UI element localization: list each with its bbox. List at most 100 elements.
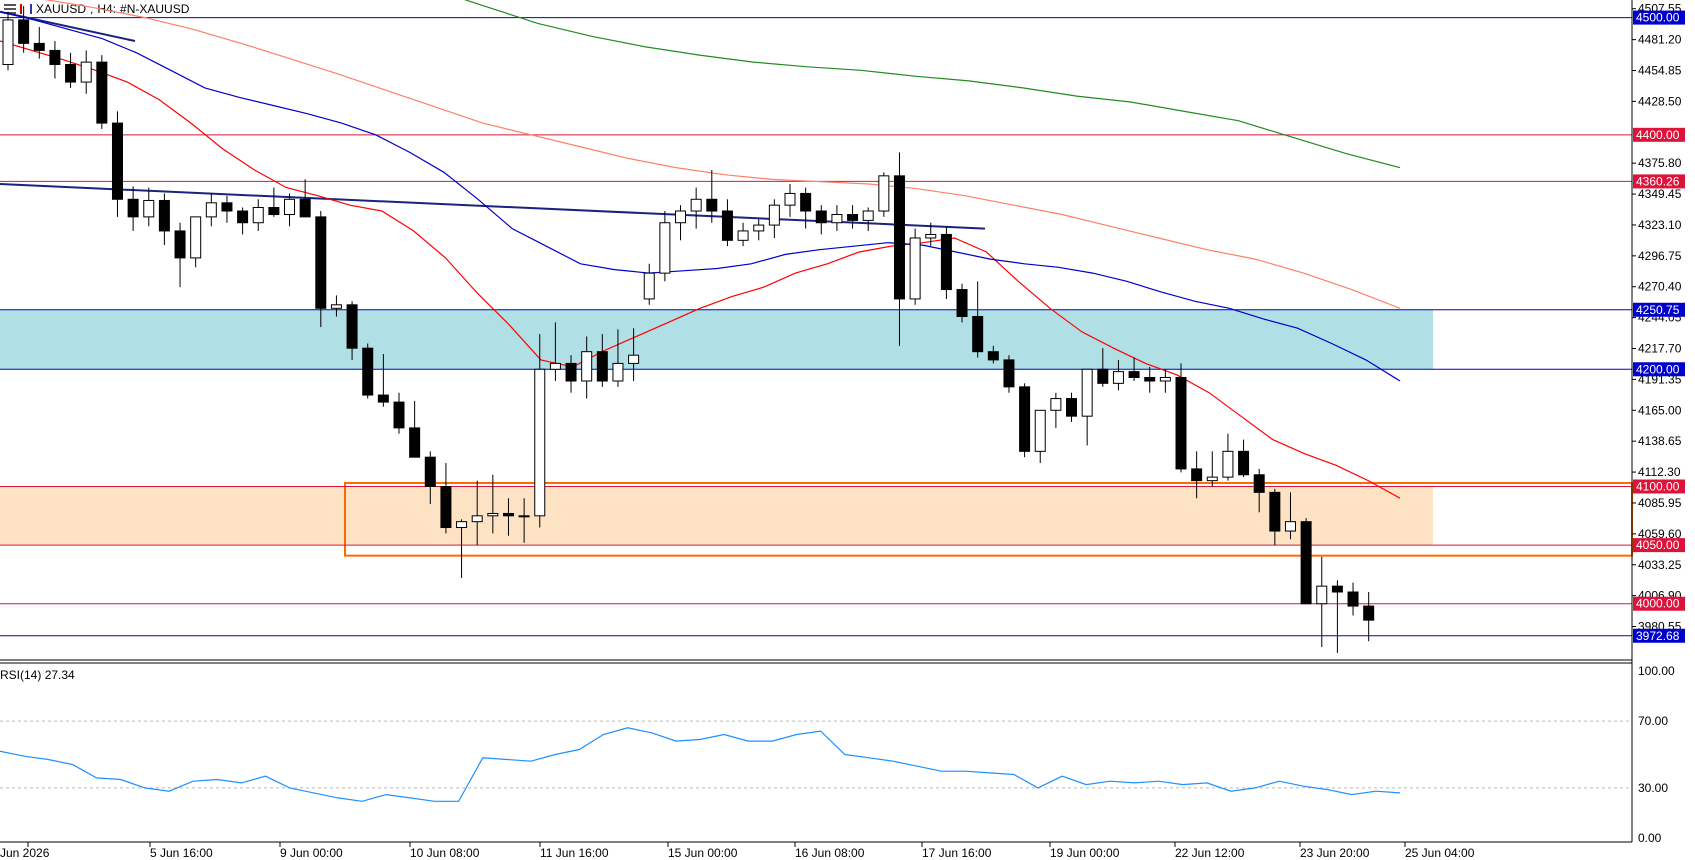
candle-11 (174, 222, 186, 288)
candle-56 (878, 172, 890, 217)
bars-icon (20, 4, 32, 14)
candle-body (815, 210, 827, 224)
candle-2 (33, 26, 45, 59)
symbol-label: XAUUSD (36, 2, 87, 16)
candle-body (221, 202, 233, 212)
candle-6 (96, 55, 108, 129)
candle-body (1269, 491, 1281, 532)
level-tag-text: 4000.00 (1636, 597, 1680, 611)
candle-body (1019, 386, 1031, 452)
candle-13 (205, 193, 217, 227)
candle-49 (768, 199, 780, 238)
candle-body (190, 216, 202, 259)
candle-body (753, 224, 765, 232)
candle-body (1253, 474, 1265, 493)
chart-menu-icon[interactable] (4, 4, 16, 14)
candle-19 (299, 179, 311, 218)
candle-body (205, 202, 217, 218)
candle-38 (596, 334, 608, 387)
rsi-tick-label: 70.00 (1638, 714, 1668, 728)
candle-29 (456, 519, 468, 578)
candle-body (518, 515, 530, 518)
candle-body (393, 401, 405, 429)
x-tick-label: 11 Jun 16:00 (540, 846, 609, 860)
zone-1 (0, 486, 1433, 546)
candle-1 (18, 5, 30, 53)
ma-mid-line (0, 11, 1401, 382)
candle-body (768, 204, 780, 226)
level-tag-4050.00 (1633, 538, 1685, 553)
level-tag-text: 4360.26 (1636, 174, 1680, 188)
candle-body (1144, 376, 1156, 382)
candle-74 (1159, 369, 1171, 393)
level-tag-4400.00 (1633, 127, 1685, 142)
candle-body (956, 289, 968, 318)
candle-body (2, 19, 14, 65)
y-tick-label: 4375.80 (1638, 156, 1682, 170)
x-tick-label: 10 Jun 08:00 (410, 846, 480, 860)
candle-body (581, 351, 593, 382)
candle-40 (628, 328, 640, 381)
y-tick-label: 4454.85 (1638, 64, 1682, 78)
candle-body (1206, 476, 1218, 482)
candle-body (362, 347, 374, 396)
candle-body (721, 210, 733, 241)
x-tick-label: 22 Jun 12:00 (1175, 846, 1245, 860)
y-tick-label: 4059.60 (1638, 527, 1682, 541)
x-tick-label: 23 Jun 20:00 (1300, 846, 1370, 860)
x-tick-label: 15 Jun 00:00 (668, 846, 738, 860)
candle-body (440, 486, 452, 529)
symbol-description: #N-XAUUSD (120, 2, 190, 16)
candle-body (1284, 521, 1296, 532)
level-tag-4250.75 (1633, 302, 1685, 317)
candle-80 (1253, 468, 1265, 513)
candle-body (706, 198, 718, 212)
candle-47 (737, 222, 749, 247)
candle-body (628, 354, 640, 364)
x-tick-label: 17 Jun 16:00 (922, 846, 992, 860)
candle-body (471, 515, 483, 523)
candle-37 (581, 336, 593, 399)
candle-body (831, 214, 843, 224)
level-tag-text: 4250.75 (1636, 303, 1680, 317)
candle-14 (221, 195, 233, 223)
y-tick-label: 4428.50 (1638, 94, 1682, 108)
y-tick-label: 4481.20 (1638, 33, 1682, 47)
candle-body (878, 175, 890, 212)
candle-body (1191, 468, 1203, 482)
candle-77 (1206, 451, 1218, 487)
candle-63 (987, 345, 999, 364)
candle-25 (393, 392, 405, 434)
candle-23 (362, 343, 374, 399)
candle-52 (815, 205, 827, 235)
candle-body (65, 63, 77, 83)
candle-57 (893, 152, 905, 346)
candle-72 (1128, 357, 1140, 381)
candle-22 (346, 301, 358, 360)
candle-body (784, 192, 796, 206)
level-tag-text: 3972.68 (1636, 629, 1680, 643)
candle-33 (518, 498, 530, 543)
candle-body (1034, 409, 1046, 452)
candle-body (456, 521, 468, 529)
candle-81 (1269, 488, 1281, 546)
candle-16 (252, 199, 264, 231)
candle-35 (549, 322, 561, 381)
level-tag-text: 4050.00 (1636, 538, 1680, 552)
candle-body (659, 222, 671, 274)
y-tick-label: 4112.30 (1638, 465, 1681, 479)
candle-body (284, 198, 296, 216)
ma-slow-line (43, 0, 1401, 309)
rsi-tick-label: 30.00 (1638, 781, 1668, 795)
candle-body (409, 427, 421, 458)
ma-long-line (463, 0, 1401, 169)
candle-45 (706, 169, 718, 223)
rsi-value: 27.34 (44, 668, 75, 682)
candle-58 (909, 228, 921, 305)
candle-67 (1050, 392, 1062, 428)
y-tick-label: 4323.10 (1638, 218, 1682, 232)
level-tag-4500.00 (1633, 10, 1685, 25)
candle-42 (659, 211, 671, 282)
